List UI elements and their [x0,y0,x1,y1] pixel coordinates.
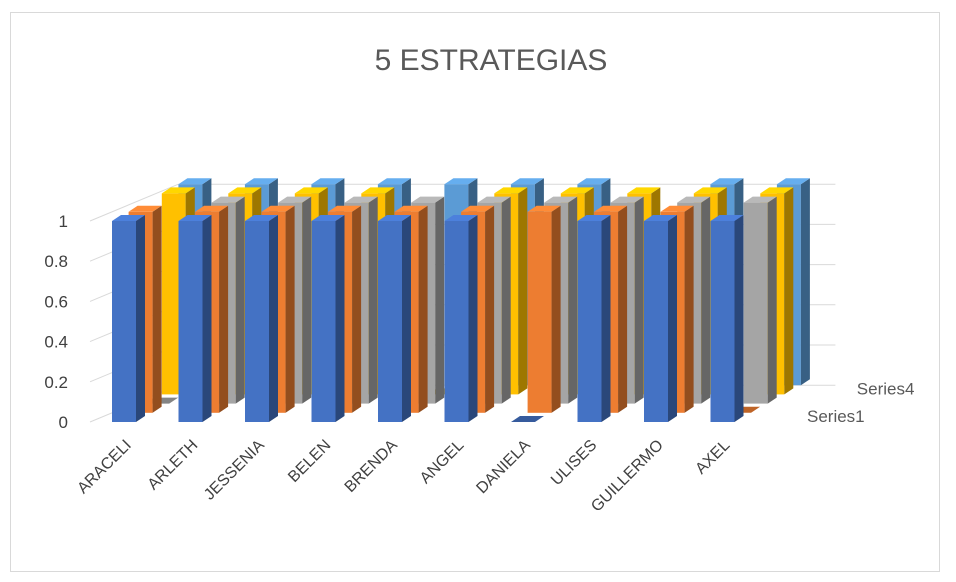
bars [112,178,810,422]
bar [178,215,212,422]
x-tick-label: AXEL [692,437,733,478]
bar [112,215,145,422]
bar [644,215,677,422]
y-tick-label: 1 [59,212,68,231]
x-tick-label: ARACELI [74,437,134,497]
bar [245,215,278,422]
bar [311,215,345,422]
bar [511,416,544,422]
y-tick-label: 0.4 [44,333,68,352]
chart-title: 5 ESTRATEGIAS [375,44,608,77]
x-tick-label: ANGEL [417,437,467,487]
series-axis: Series1 Series4 [807,379,914,426]
bar [527,205,561,413]
series-label: Series4 [857,379,915,398]
chart-area [10,12,940,572]
y-tick-label: 0.6 [44,292,68,311]
y-axis: 0 0.2 0.4 0.6 0.8 1 [44,212,68,432]
x-tick-label: BRENDA [342,437,401,496]
gridline-side [89,183,179,222]
bar [444,215,478,422]
bar [378,215,411,422]
bar [743,196,777,404]
x-tick-label: JESSENIA [201,437,268,504]
series-label: Series1 [807,407,865,426]
bar [710,215,744,422]
x-tick-label: ARLETH [145,437,202,494]
x-tick-label: ULISES [548,437,600,489]
bar [577,215,611,422]
y-tick-label: 0 [59,413,68,432]
x-tick-label: DANIELA [473,437,534,498]
x-axis: ARACELI ARLETH JESSENIA BELEN BRENDA ANGEL DAN… [74,437,733,516]
y-tick-label: 0.2 [44,373,68,392]
x-tick-label: BELEN [285,437,334,486]
y-tick-label: 0.8 [44,252,68,271]
